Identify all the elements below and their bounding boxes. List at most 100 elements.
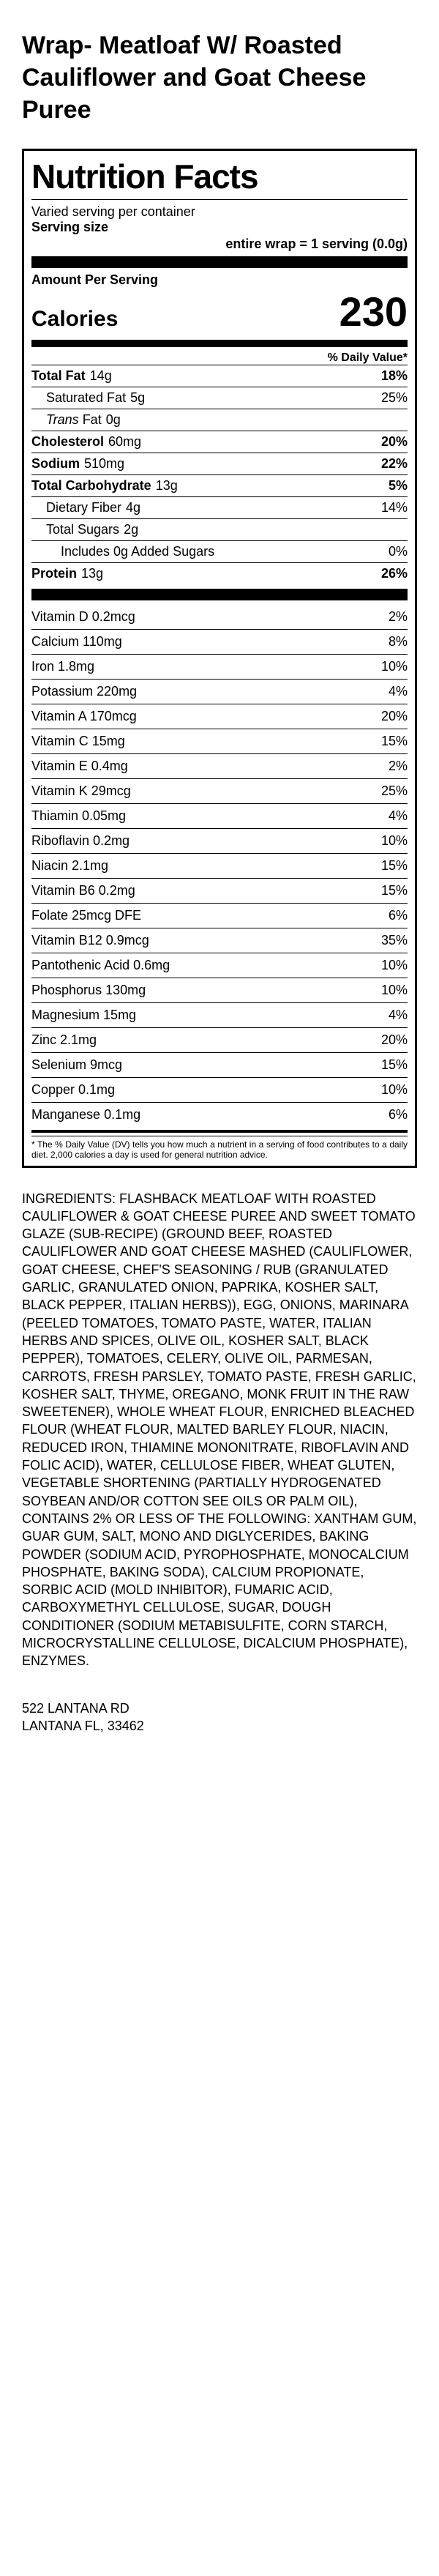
nutrient-pct: 5%: [389, 478, 408, 494]
micronutrient-name: Thiamin 0.05mg: [31, 808, 126, 824]
micronutrient-row: Selenium 9mcg15%: [31, 1052, 408, 1077]
macronutrients-list: Total Fat14g18% Saturated Fat5g 25% Trans F…: [31, 365, 408, 584]
nutrition-facts-heading: Nutrition Facts: [31, 157, 408, 196]
micronutrient-name: Niacin 2.1mg: [31, 858, 108, 874]
micronutrient-row: Iron 1.8mg10%: [31, 654, 408, 679]
nutrient-row: Trans Fat0g: [31, 409, 408, 431]
divider-thick: [31, 256, 408, 268]
nutrition-facts-panel: Nutrition Facts Varied serving per conta…: [22, 149, 417, 1168]
micronutrient-name: Selenium 9mcg: [31, 1057, 122, 1073]
micronutrient-name: Vitamin K 29mcg: [31, 783, 131, 799]
micronutrient-pct: 10%: [381, 983, 408, 998]
micronutrient-pct: 6%: [389, 908, 408, 923]
micronutrient-row: Manganese 0.1mg 6%: [31, 1102, 408, 1127]
nutrient-pct: 0%: [389, 544, 408, 559]
micronutrient-pct: 25%: [381, 783, 408, 799]
nutrient-row: Includes 0g Added Sugars 0%: [31, 540, 408, 562]
micronutrient-pct: 2%: [389, 759, 408, 774]
micronutrient-row: Calcium 110mg 8%: [31, 629, 408, 654]
micronutrient-name: Pantothenic Acid 0.6mg: [31, 958, 170, 973]
nutrient-row: Total Sugars2g: [31, 518, 408, 540]
calories-label: Calories: [31, 307, 118, 332]
micronutrient-name: Vitamin A 170mcg: [31, 709, 137, 724]
micronutrient-pct: 4%: [389, 1008, 408, 1023]
micronutrient-row: Vitamin A 170mcg20%: [31, 704, 408, 729]
divider-med: [31, 340, 408, 347]
nutrient-amount: 14g: [90, 368, 112, 384]
product-title: Wrap- Meatloaf W/ Roasted Cauliflower an…: [22, 29, 417, 127]
micronutrient-name: Potassium 220mg: [31, 684, 137, 699]
micronutrient-row: Vitamin D 0.2mcg 2%: [31, 605, 408, 629]
micronutrient-pct: 4%: [389, 808, 408, 824]
micronutrient-row: Phosphorus 130mg10%: [31, 978, 408, 1002]
divider-thick: [31, 589, 408, 600]
nutrient-name: Total Fat: [31, 368, 86, 384]
nutrient-pct: 26%: [381, 566, 408, 581]
micronutrient-name: Folate 25mcg DFE: [31, 908, 141, 923]
micronutrient-pct: 4%: [389, 684, 408, 699]
micronutrient-name: Calcium 110mg: [31, 634, 122, 649]
micronutrient-pct: 6%: [389, 1107, 408, 1123]
nutrient-name: Trans Fat: [46, 412, 102, 428]
micronutrient-pct: 10%: [381, 958, 408, 973]
calories-row: Calories 230: [31, 288, 408, 335]
dv-footnote: * The % Daily Value (DV) tells you how m…: [31, 1136, 408, 1160]
micronutrient-row: Vitamin K 29mcg 25%: [31, 778, 408, 803]
nutrient-amount: 5g: [130, 390, 145, 406]
micronutrient-row: Folate 25mcg DFE 6%: [31, 903, 408, 928]
micronutrients-list: Vitamin D 0.2mcg 2% Calcium 110mg 8% Iron 1.…: [31, 605, 408, 1127]
micronutrient-name: Vitamin D 0.2mcg: [31, 609, 135, 625]
micronutrient-name: Vitamin E 0.4mg: [31, 759, 128, 774]
micronutrient-row: Zinc 2.1mg20%: [31, 1027, 408, 1052]
micronutrient-name: Vitamin C 15mg: [31, 734, 125, 749]
micronutrient-pct: 10%: [381, 833, 408, 849]
micronutrient-pct: 20%: [381, 1032, 408, 1048]
micronutrient-pct: 35%: [381, 933, 408, 948]
ingredients-text: INGREDIENTS: FLASHBACK MEATLOAF WITH ROA…: [22, 1190, 417, 1670]
nutrient-name: Saturated Fat: [46, 390, 126, 406]
micronutrient-row: Vitamin E 0.4mg 2%: [31, 753, 408, 778]
serving-size-value: entire wrap = 1 serving (0.0g): [31, 237, 408, 252]
nutrient-row: Dietary Fiber4g14%: [31, 496, 408, 518]
micronutrient-name: Magnesium 15mg: [31, 1008, 136, 1023]
nutrient-pct: 20%: [381, 434, 408, 450]
micronutrient-row: Vitamin C 15mg 15%: [31, 729, 408, 753]
nutrient-pct: 22%: [381, 456, 408, 472]
nutrient-row: Sodium510mg 22%: [31, 453, 408, 474]
divider-thin: [31, 1130, 408, 1133]
nutrient-row: Total Fat14g18%: [31, 365, 408, 387]
nutrient-pct: 25%: [381, 390, 408, 406]
nutrient-name: Total Carbohydrate: [31, 478, 151, 494]
nutrient-row: Protein13g26%: [31, 562, 408, 584]
nutrient-name: Dietary Fiber: [46, 500, 121, 515]
micronutrient-pct: 8%: [389, 634, 408, 649]
nutrient-row: Saturated Fat5g 25%: [31, 387, 408, 409]
address-line-1: 522 LANTANA RD: [22, 1700, 417, 1717]
nutrient-name: Includes 0g Added Sugars: [61, 544, 214, 559]
micronutrient-pct: 10%: [381, 1082, 408, 1098]
micronutrient-name: Riboflavin 0.2mg: [31, 833, 130, 849]
nutrient-amount: 0g: [106, 412, 121, 428]
nutrient-name: Cholesterol: [31, 434, 104, 450]
micronutrient-name: Manganese 0.1mg: [31, 1107, 140, 1123]
nutrient-amount: 60mg: [108, 434, 141, 450]
micronutrient-name: Vitamin B6 0.2mg: [31, 883, 135, 898]
micronutrient-row: Vitamin B12 0.9mcg35%: [31, 928, 408, 953]
dv-header: % Daily Value*: [31, 351, 408, 365]
nutrient-amount: 13g: [81, 566, 103, 581]
micronutrient-pct: 15%: [381, 734, 408, 749]
micronutrient-pct: 15%: [381, 883, 408, 898]
micronutrient-row: Thiamin 0.05mg 4%: [31, 803, 408, 828]
nutrient-amount: 2g: [124, 522, 138, 537]
address-line-2: LANTANA FL, 33462: [22, 1717, 417, 1735]
nutrient-name: Sodium: [31, 456, 80, 472]
nutrient-amount: 4g: [126, 500, 140, 515]
nutrient-amount: 510mg: [84, 456, 124, 472]
micronutrient-row: Riboflavin 0.2mg 10%: [31, 828, 408, 853]
micronutrient-pct: 2%: [389, 609, 408, 625]
nutrient-row: Total Carbohydrate13g5%: [31, 474, 408, 496]
micronutrient-row: Potassium 220mg 4%: [31, 679, 408, 704]
micronutrient-row: Pantothenic Acid 0.6mg 10%: [31, 953, 408, 978]
micronutrient-name: Copper 0.1mg: [31, 1082, 115, 1098]
servings-per-container: Varied serving per container: [31, 204, 408, 220]
